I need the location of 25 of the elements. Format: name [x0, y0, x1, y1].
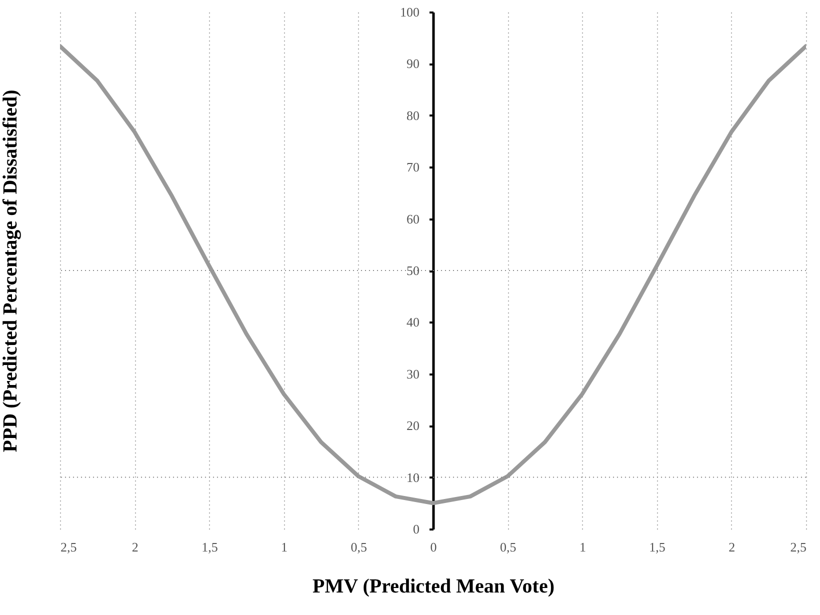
x-tick-label: 0,5	[350, 540, 368, 554]
y-tick-label: 30	[406, 366, 420, 382]
x-tick-label: 2	[728, 540, 736, 554]
x-tick-label: 2	[132, 540, 138, 554]
x-tick-label: 2,5	[60, 540, 77, 554]
x-tick-label: 1	[579, 540, 586, 554]
x-tick-label: 2,5	[790, 540, 806, 554]
x-tick-label: 0,5	[500, 540, 516, 554]
x-axis-title: PMV (Predicted Mean Vote)	[312, 576, 554, 598]
y-tick-label: 100	[400, 4, 420, 20]
line-series	[60, 44, 806, 506]
y-tick-label: 60	[406, 211, 420, 226]
x-tick-label: 1,5	[649, 540, 666, 554]
y-tick-label: 70	[406, 160, 420, 175]
y-tick-label: 50	[406, 263, 420, 278]
y-tick-label: 0	[413, 522, 420, 536]
x-tick-label: 1,5	[202, 540, 218, 554]
y-tick-label: 80	[406, 108, 420, 123]
y-tick-label: 20	[406, 418, 420, 434]
y-tick-label: 90	[406, 56, 420, 72]
y-tick-label: 10	[406, 470, 420, 485]
x-tick-label: 0	[430, 540, 437, 554]
x-tick-label: 1	[281, 540, 288, 554]
y-axis-title: PPD (Predicted Percentage of Dissatisfied)	[0, 90, 22, 452]
y-tick-label: 40	[406, 314, 420, 330]
